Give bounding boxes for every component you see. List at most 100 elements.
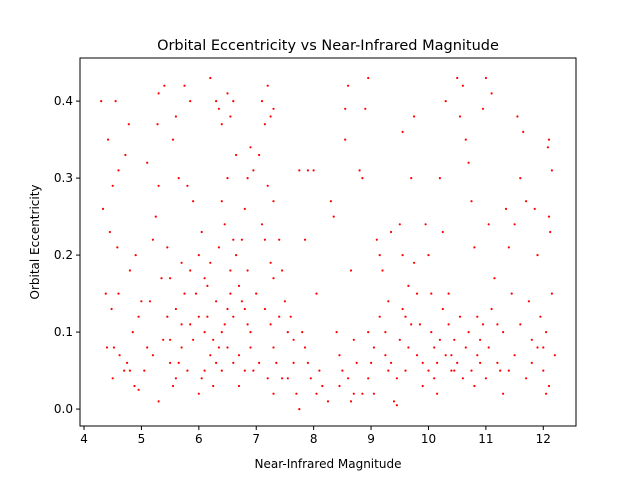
data-point xyxy=(197,254,200,257)
data-point xyxy=(237,354,241,357)
data-point xyxy=(131,331,134,334)
data-point xyxy=(223,323,226,326)
data-point xyxy=(427,369,430,372)
data-point xyxy=(536,254,539,257)
data-point xyxy=(370,361,373,364)
data-point xyxy=(430,292,433,295)
data-point xyxy=(275,361,278,364)
data-point xyxy=(272,200,275,203)
data-point xyxy=(450,354,453,357)
data-point xyxy=(407,284,410,287)
data-point xyxy=(444,354,447,357)
data-point xyxy=(226,346,229,349)
data-point xyxy=(479,361,482,364)
data-point xyxy=(530,361,533,364)
data-point xyxy=(281,269,284,272)
data-point xyxy=(183,84,186,87)
plot-frame xyxy=(79,57,577,427)
data-point xyxy=(458,115,462,118)
data-point xyxy=(157,400,160,403)
data-point xyxy=(166,315,169,318)
data-point xyxy=(401,254,404,257)
data-point xyxy=(547,215,551,218)
data-point xyxy=(298,169,301,172)
x-tick-label: 7 xyxy=(252,432,260,446)
data-point xyxy=(436,361,439,364)
data-point xyxy=(539,315,542,318)
data-point xyxy=(545,392,548,395)
data-point xyxy=(114,100,117,103)
data-point xyxy=(456,76,459,80)
data-point xyxy=(133,384,136,388)
data-point xyxy=(232,238,235,241)
data-point xyxy=(203,277,206,280)
data-point xyxy=(266,84,269,87)
x-tick-label: 10 xyxy=(421,432,436,446)
data-point xyxy=(286,331,289,334)
data-point xyxy=(137,388,140,391)
x-axis-label: Near-Infrared Magnitude xyxy=(255,457,402,471)
data-point xyxy=(479,338,482,341)
data-point xyxy=(413,261,416,264)
data-point xyxy=(421,361,424,364)
data-point xyxy=(169,277,172,280)
data-point xyxy=(384,354,387,357)
data-point xyxy=(283,300,286,303)
data-point xyxy=(200,230,203,234)
data-point xyxy=(378,254,381,257)
data-point xyxy=(209,76,212,80)
data-point xyxy=(278,238,281,241)
data-point xyxy=(407,346,410,349)
data-point xyxy=(312,169,315,172)
data-point xyxy=(116,246,119,249)
data-point xyxy=(427,254,430,257)
data-point xyxy=(484,76,487,80)
data-point xyxy=(542,369,545,372)
data-point xyxy=(490,92,493,95)
data-point xyxy=(347,377,350,380)
data-point xyxy=(392,400,396,403)
data-point xyxy=(143,369,146,372)
data-point xyxy=(163,84,166,87)
data-point xyxy=(473,246,476,249)
data-point xyxy=(481,107,485,110)
data-point xyxy=(192,200,195,203)
data-point xyxy=(404,315,407,318)
data-point xyxy=(200,377,203,380)
data-point xyxy=(292,361,295,364)
data-point xyxy=(171,384,175,388)
data-point xyxy=(281,377,284,380)
data-point xyxy=(496,323,499,326)
data-point xyxy=(326,400,330,403)
data-point xyxy=(413,115,416,118)
data-point xyxy=(260,223,264,226)
data-point xyxy=(361,392,364,395)
data-point xyxy=(329,200,332,203)
data-point xyxy=(395,404,398,407)
data-point xyxy=(157,92,160,95)
data-point xyxy=(545,331,548,334)
data-point xyxy=(542,346,545,349)
data-point xyxy=(146,161,149,164)
data-point xyxy=(321,384,324,388)
data-point xyxy=(306,361,309,364)
data-point xyxy=(258,361,261,364)
data-point xyxy=(180,346,183,349)
data-point xyxy=(519,323,522,326)
data-point xyxy=(194,292,198,295)
data-point xyxy=(470,200,473,203)
data-point xyxy=(415,292,419,295)
data-point xyxy=(547,138,551,141)
data-point xyxy=(110,307,113,311)
data-point xyxy=(272,392,275,395)
data-point xyxy=(263,238,266,241)
data-point xyxy=(398,338,401,341)
data-point xyxy=(100,100,103,103)
x-tick-label: 4 xyxy=(80,432,88,446)
data-point xyxy=(553,354,556,357)
data-point xyxy=(209,261,212,264)
data-point xyxy=(189,323,192,326)
data-point xyxy=(272,277,275,280)
data-point xyxy=(550,169,554,172)
data-point xyxy=(177,177,180,180)
